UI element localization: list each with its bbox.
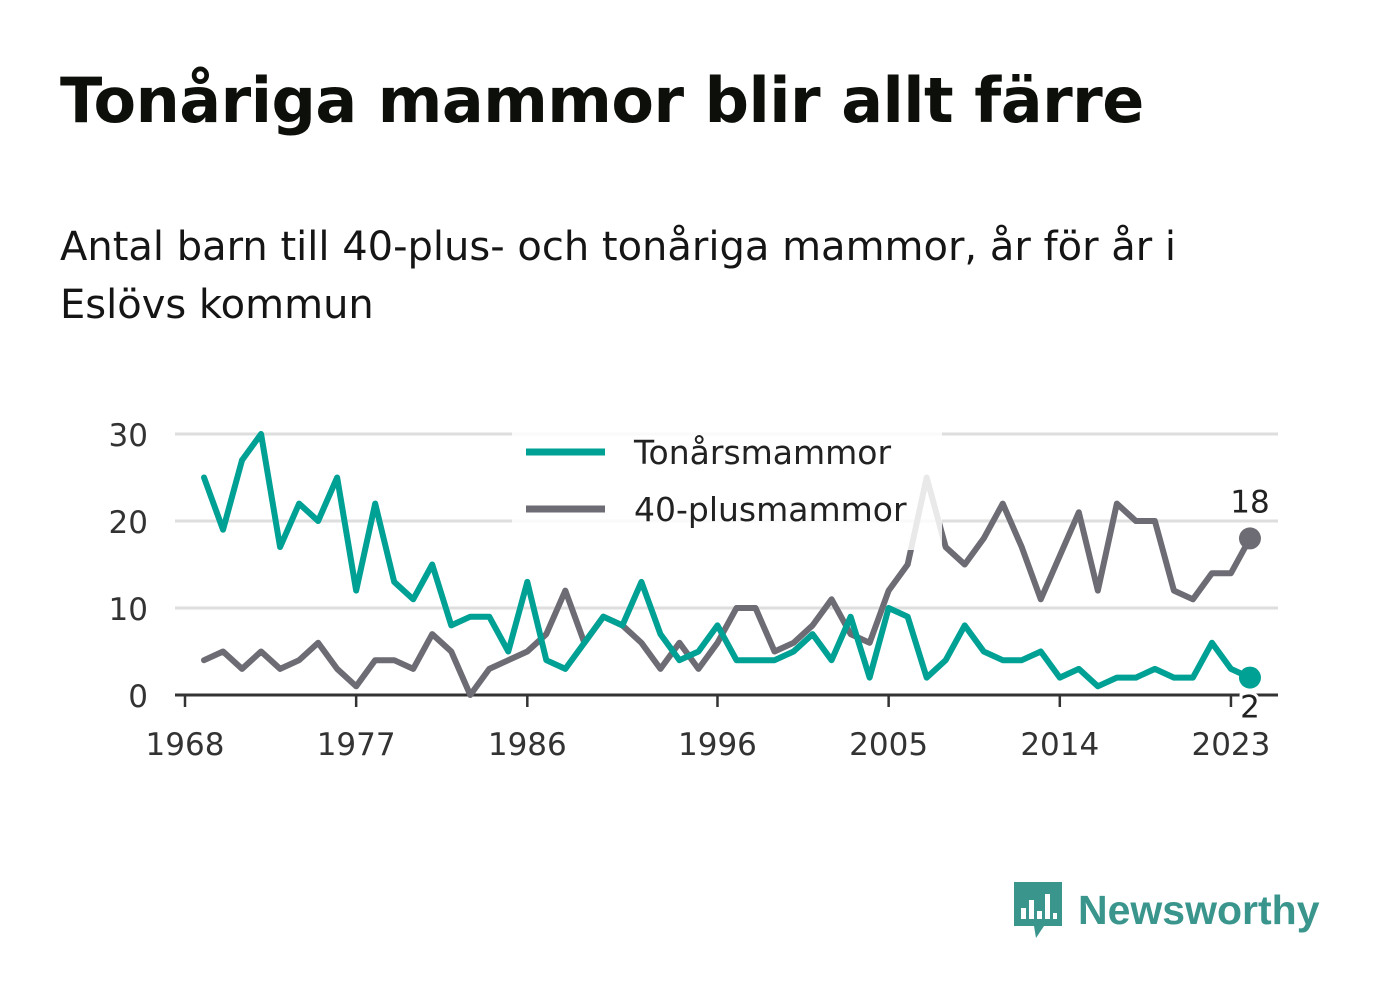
x-tick-label: 2014 — [1020, 727, 1099, 763]
x-tick-label: 2005 — [849, 727, 928, 763]
newsworthy-logo: Newsworthy — [1012, 880, 1320, 940]
x-tick-label: 1996 — [678, 727, 757, 763]
y-tick-label: 10 — [109, 592, 148, 628]
y-tick-label: 0 — [128, 679, 148, 715]
brand-name: Newsworthy — [1078, 886, 1320, 933]
x-tick-label: 1977 — [317, 727, 396, 763]
y-tick-label: 30 — [109, 418, 148, 454]
series-line-tonarsmammor — [201, 431, 1253, 690]
end-value-label: 2 — [1240, 690, 1260, 726]
series-lines — [201, 431, 1253, 698]
legend: Tonårsmammor 40-plusmammor — [512, 428, 942, 550]
end-marker — [1238, 527, 1261, 550]
series-line-40-plusmammor — [201, 474, 1253, 698]
x-tick-label: 2023 — [1191, 727, 1270, 763]
y-axis-tick-labels: 0 10 20 30 — [109, 418, 148, 715]
end-markers: 2 18 — [1227, 481, 1272, 728]
end-marker — [1238, 666, 1261, 689]
bar-chart-speech-bubble-icon — [1014, 882, 1062, 938]
legend-label: Tonårsmammor — [633, 433, 891, 472]
x-axis: 1968 1977 1986 1996 2005 2014 2023 — [146, 693, 1278, 763]
end-value-label: 18 — [1230, 484, 1269, 520]
x-tick-label: 1968 — [146, 727, 225, 763]
x-tick-label: 1986 — [488, 727, 567, 763]
legend-label: 40-plusmammor — [634, 490, 907, 529]
y-tick-label: 20 — [109, 505, 148, 541]
legend-background — [512, 428, 942, 550]
chart-title: Tonåriga mammor blir allt färre — [60, 64, 1144, 137]
chart-subtitle: Antal barn till 40-plus- och tonåriga ma… — [60, 224, 1177, 328]
